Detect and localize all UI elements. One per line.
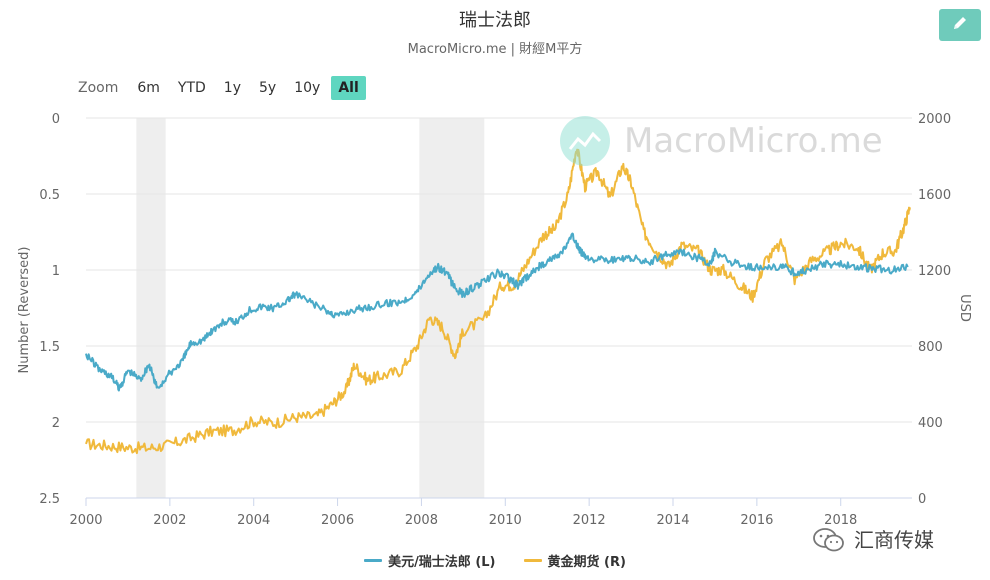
left-tick-label: 1.5 [39,340,60,355]
right-tick-label: 2000 [918,112,951,127]
right-axis-title: USD [957,294,972,322]
x-tick-label: 2002 [153,513,186,528]
left-tick-label: 1 [52,264,60,279]
right-tick-label: 1200 [918,264,951,279]
right-tick-label: 1600 [918,188,951,203]
legend-item-usdchf[interactable]: 美元/瑞士法郎 (L) [364,551,496,570]
left-tick-label: 0 [52,112,60,127]
left-tick-label: 2 [52,416,60,431]
watermark-text: MacroMicro.me [624,121,883,161]
x-tick-label: 2016 [740,513,773,528]
x-tick-label: 2018 [824,513,857,528]
right-tick-label: 400 [918,416,943,431]
legend-swatch-gold [523,559,542,562]
legend-label-gold: 黄金期货 (R) [547,555,626,570]
chart-legend: 美元/瑞士法郎 (L) 黄金期货 (R) [0,551,990,570]
left-tick-label: 0.5 [39,188,60,203]
zoom-ytd-button[interactable]: YTD [177,80,206,96]
source-watermark: 汇商传媒 [812,524,934,553]
right-tick-label: 800 [918,340,943,355]
right-tick-label: 0 [918,492,926,507]
wechat-icon [812,527,846,551]
x-tick-label: 2006 [321,513,354,528]
chart-title: 瑞士法郎 [459,10,531,31]
x-tick-label: 2014 [656,513,689,528]
macromicro-logo-icon [560,116,610,166]
series-line-gold [85,148,911,455]
recession-band-0 [136,118,166,498]
legend-label-usdchf: 美元/瑞士法郎 (L) [388,555,496,570]
zoom-5y-button[interactable]: 5y [259,80,277,96]
source-watermark-text: 汇商传媒 [854,528,934,552]
zoom-1y-button[interactable]: 1y [223,80,241,96]
zoom-10y-button[interactable]: 10y [294,80,321,96]
x-tick-label: 2004 [237,513,270,528]
left-axis-title: Number (Reversed) [17,246,32,373]
x-tick-label: 2010 [489,513,522,528]
zoom-all-button[interactable]: All [331,76,366,100]
zoom-selector: Zoom 6m YTD 1y 5y 10y All [78,74,370,102]
edit-button[interactable] [939,9,981,41]
x-tick-label: 2012 [573,513,606,528]
recession-band-1 [419,118,485,498]
pencil-icon [952,15,968,35]
x-tick-label: 2000 [69,513,102,528]
legend-swatch-usdchf [364,559,383,562]
left-tick-label: 2.5 [39,492,60,507]
zoom-label: Zoom [78,80,119,96]
series-line-usdchf [85,232,909,392]
zoom-6m-button[interactable]: 6m [137,80,160,96]
chart-subtitle: MacroMicro.me | 財經M平方 [407,42,583,57]
legend-item-gold[interactable]: 黄金期货 (R) [523,551,626,570]
x-tick-label: 2008 [405,513,438,528]
watermark: MacroMicro.me [560,116,883,166]
